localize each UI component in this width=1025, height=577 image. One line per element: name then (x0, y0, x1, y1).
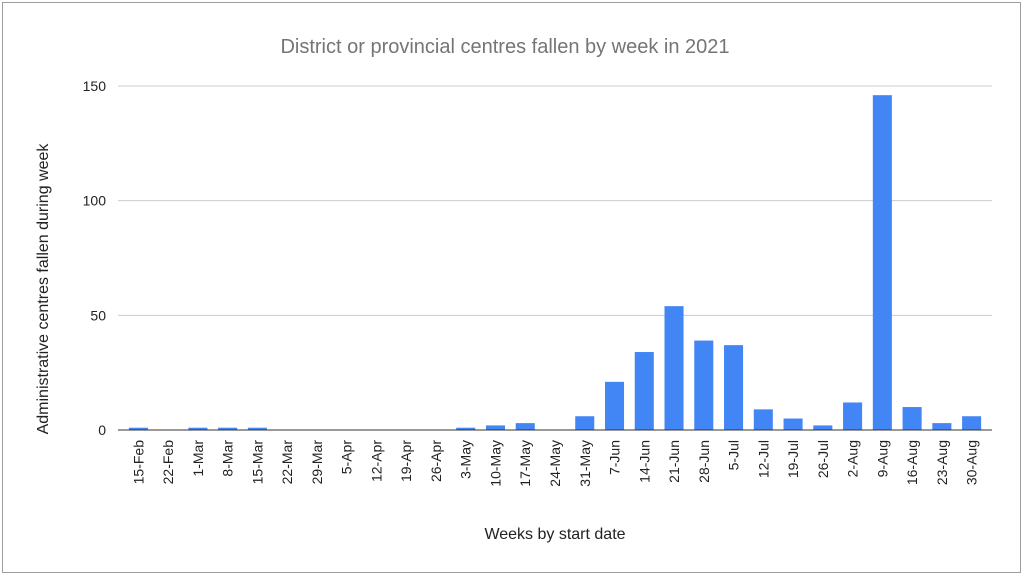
x-tick-label: 19-Apr (398, 440, 414, 482)
x-tick-label: 28-Jun (696, 440, 712, 483)
bar-15-Feb (128, 427, 148, 430)
bars (128, 95, 982, 430)
x-tick-label: 5-Apr (339, 440, 355, 475)
x-axis-label: Weeks by start date (484, 526, 625, 543)
bar-1-Mar (188, 427, 208, 430)
bar-31-May (575, 416, 595, 430)
y-tick-label: 0 (98, 422, 106, 438)
x-tick-label: 17-May (517, 440, 533, 487)
x-tick-label: 16-Aug (904, 440, 920, 485)
x-tick-label: 23-Aug (934, 440, 950, 485)
x-tick-label: 15-Mar (249, 440, 265, 485)
x-tick-label: 15-Feb (130, 440, 146, 485)
gridlines (118, 85, 992, 316)
x-tick-label: 9-Aug (874, 440, 890, 477)
x-tick-label: 1-Mar (190, 440, 206, 477)
x-tick-label: 31-May (577, 440, 593, 487)
x-tick-label: 22-Mar (279, 440, 295, 485)
bar-23-Aug (932, 423, 952, 430)
bar-8-Mar (218, 427, 238, 430)
x-tick-label: 22-Feb (160, 440, 176, 485)
bar-10-May (485, 425, 506, 430)
y-tick-label: 100 (83, 193, 107, 209)
bar-5-Jul (724, 345, 744, 430)
x-tick-label: 7-Jun (607, 440, 623, 475)
bar-17-May (515, 423, 535, 430)
x-tick-label: 2-Aug (845, 440, 861, 477)
bar-2-Aug (843, 402, 863, 430)
bar-7-Jun (604, 381, 625, 430)
x-tick-label: 19-Jul (785, 440, 801, 478)
bar-12-Jul (753, 409, 773, 430)
bar-21-Jun (664, 306, 684, 430)
x-tick-label: 26-Apr (428, 440, 444, 482)
bar-14-Jun (634, 352, 654, 430)
bar-30-Aug (962, 416, 982, 430)
x-tick-label: 5-Jul (726, 440, 742, 470)
bar-9-Aug (872, 95, 892, 430)
bar-28-Jun (694, 340, 714, 430)
x-tick-label: 12-Jul (755, 440, 771, 478)
bar-3-May (456, 427, 476, 430)
x-tick-label: 21-Jun (666, 440, 682, 483)
x-tick-label: 29-Mar (309, 440, 325, 485)
x-tick-label: 26-Jul (815, 440, 831, 478)
x-tick-label: 10-May (487, 440, 503, 487)
x-tick-label: 14-Jun (636, 440, 652, 483)
y-axis-label: Administrative centres fallen during wee… (35, 143, 52, 435)
x-tick-label: 24-May (547, 440, 563, 487)
y-tick-label: 50 (90, 307, 106, 323)
bar-19-Jul (783, 418, 803, 430)
x-tick-label: 3-May (458, 440, 474, 479)
y-axis-ticks: 0 50 100 150 (83, 78, 107, 438)
bar-26-Jul (813, 425, 833, 430)
y-tick-label: 150 (83, 78, 107, 94)
chart-title: District or provincial centres fallen by… (280, 36, 729, 58)
x-tick-label: 12-Apr (368, 440, 384, 482)
bar-15-Mar (247, 427, 267, 430)
x-axis-ticks: 15-Feb 22-Feb 1-Mar 8-Mar 15-Mar 22-Mar 29-Mar… (130, 440, 979, 487)
bar-16-Aug (902, 407, 922, 430)
x-tick-label: 8-Mar (220, 440, 236, 477)
x-tick-label: 30-Aug (964, 440, 980, 485)
